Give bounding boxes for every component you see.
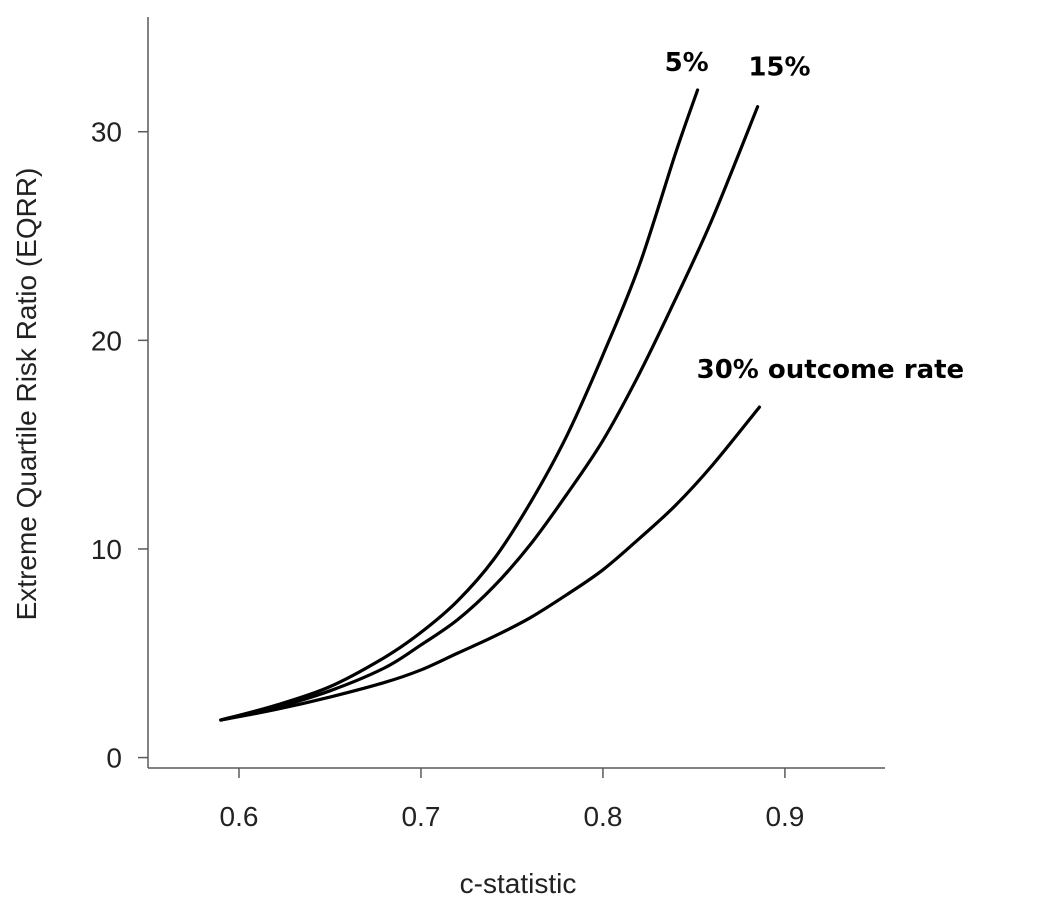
x-tick-label: 0.9 bbox=[765, 801, 804, 832]
series-line-5pct bbox=[219, 88, 700, 722]
x-tick-label: 0.7 bbox=[401, 801, 440, 832]
x-tick-label: 0.6 bbox=[220, 801, 259, 832]
y-tick-label: 10 bbox=[91, 534, 122, 565]
axes bbox=[147, 17, 885, 769]
series-line-30pct-outcome-rate bbox=[219, 405, 762, 722]
series-labels: 5% 15% 30% outcome rate bbox=[665, 48, 965, 385]
x-tick-label: 0.8 bbox=[583, 801, 622, 832]
series-label-30pct-outcome-rate: 30% outcome rate bbox=[697, 355, 965, 385]
series-line-15pct bbox=[219, 105, 760, 722]
series-label-5pct: 5% bbox=[665, 48, 709, 78]
y-axis-title: Extreme Quartile Risk Ratio (EQRR) bbox=[11, 168, 42, 621]
y-tick-label: 20 bbox=[91, 325, 122, 356]
y-tick-label: 0 bbox=[106, 743, 122, 774]
series-lines bbox=[219, 88, 762, 722]
x-axis-title: c-statistic bbox=[460, 868, 577, 899]
ticks: 0 10 20 30 0.6 0.7 0.8 0.9 bbox=[91, 117, 805, 832]
y-tick-label: 30 bbox=[91, 117, 122, 148]
series-label-15pct: 15% bbox=[748, 52, 810, 82]
